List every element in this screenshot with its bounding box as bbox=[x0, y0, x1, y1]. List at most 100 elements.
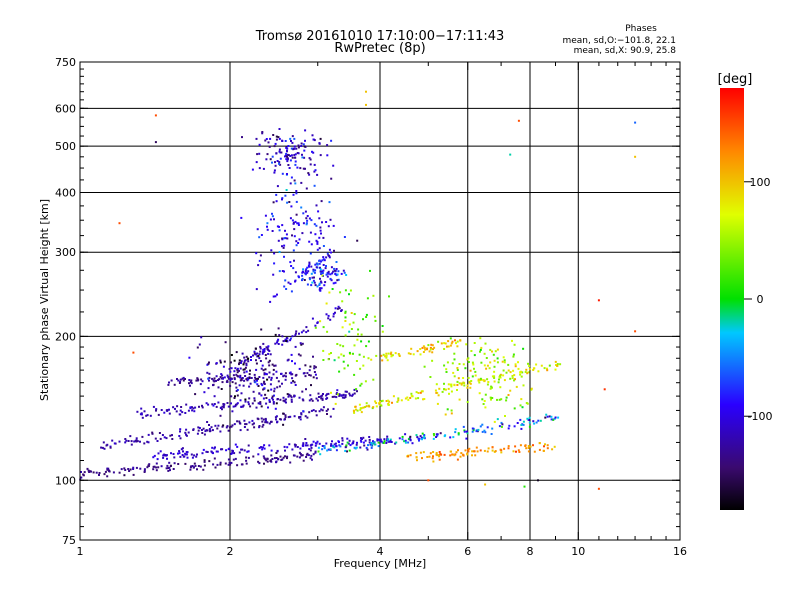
data-point bbox=[348, 293, 350, 296]
data-point bbox=[382, 442, 385, 444]
data-point bbox=[496, 398, 498, 401]
data-point bbox=[201, 404, 203, 407]
data-point bbox=[333, 446, 336, 449]
data-point bbox=[333, 267, 336, 270]
data-point bbox=[526, 402, 529, 405]
data-point bbox=[493, 375, 496, 378]
data-point bbox=[323, 445, 326, 448]
data-point bbox=[423, 346, 426, 349]
data-point bbox=[305, 217, 308, 220]
data-point bbox=[435, 391, 438, 394]
data-point bbox=[151, 432, 154, 435]
data-point bbox=[168, 412, 171, 415]
data-point bbox=[266, 347, 269, 349]
data-point bbox=[462, 381, 465, 384]
data-point bbox=[262, 369, 265, 372]
data-point bbox=[172, 406, 175, 409]
data-point bbox=[132, 468, 135, 470]
x-tick-label: 16 bbox=[673, 545, 687, 558]
data-point bbox=[432, 451, 435, 453]
data-point bbox=[238, 363, 240, 366]
data-point bbox=[329, 318, 332, 321]
data-point bbox=[351, 394, 354, 397]
data-point bbox=[275, 152, 278, 155]
data-point bbox=[273, 457, 276, 460]
data-point bbox=[520, 375, 523, 378]
data-point bbox=[319, 226, 322, 229]
data-point bbox=[281, 237, 284, 240]
data-point bbox=[305, 268, 308, 271]
data-point bbox=[407, 352, 410, 355]
data-point bbox=[358, 353, 361, 356]
data-point bbox=[522, 347, 525, 350]
data-point bbox=[271, 458, 274, 460]
data-point bbox=[410, 392, 413, 395]
data-point bbox=[328, 248, 331, 251]
data-point bbox=[249, 369, 251, 372]
data-point bbox=[546, 444, 549, 447]
data-point bbox=[327, 408, 329, 411]
data-point bbox=[466, 432, 469, 435]
data-point bbox=[391, 354, 394, 357]
data-point bbox=[268, 400, 271, 403]
data-point bbox=[215, 450, 218, 453]
data-point bbox=[304, 375, 307, 378]
data-point bbox=[291, 141, 294, 144]
data-point bbox=[344, 394, 347, 397]
data-point bbox=[409, 454, 412, 457]
data-point bbox=[308, 173, 311, 176]
data-point bbox=[154, 114, 157, 117]
data-point bbox=[285, 375, 287, 378]
data-point bbox=[185, 433, 187, 436]
data-point bbox=[162, 456, 165, 459]
data-point bbox=[179, 437, 182, 440]
data-point bbox=[212, 384, 214, 387]
data-point bbox=[479, 337, 482, 340]
data-point bbox=[296, 455, 299, 458]
data-point bbox=[494, 450, 497, 453]
data-point bbox=[503, 447, 506, 450]
y-tick-label: 750 bbox=[55, 56, 76, 69]
y-tick-label: 200 bbox=[55, 330, 76, 343]
data-point bbox=[502, 369, 505, 372]
data-point bbox=[227, 463, 230, 466]
data-point bbox=[271, 397, 274, 400]
data-point bbox=[308, 217, 311, 220]
data-point bbox=[148, 463, 151, 466]
data-point bbox=[471, 427, 474, 430]
data-point bbox=[472, 429, 475, 432]
data-point bbox=[313, 170, 316, 173]
data-point bbox=[105, 444, 108, 447]
data-point bbox=[292, 267, 295, 270]
data-point bbox=[282, 423, 285, 426]
data-point bbox=[298, 367, 301, 370]
data-point bbox=[299, 167, 302, 170]
data-point bbox=[282, 340, 285, 343]
data-point bbox=[484, 431, 487, 434]
data-point bbox=[419, 353, 422, 356]
data-point bbox=[318, 282, 321, 285]
data-point bbox=[309, 163, 312, 166]
data-point bbox=[304, 167, 306, 170]
data-point bbox=[450, 342, 453, 345]
data-point bbox=[490, 385, 493, 388]
data-point bbox=[456, 384, 459, 386]
data-point bbox=[250, 356, 252, 358]
data-point bbox=[260, 405, 263, 408]
data-point bbox=[205, 429, 208, 432]
data-point bbox=[229, 463, 232, 466]
data-point bbox=[271, 212, 273, 215]
data-point bbox=[234, 395, 236, 398]
data-point bbox=[415, 434, 418, 437]
data-point bbox=[217, 424, 220, 427]
data-point bbox=[311, 281, 314, 284]
data-point bbox=[436, 434, 439, 437]
data-point bbox=[401, 438, 404, 441]
data-point bbox=[353, 373, 356, 376]
data-point bbox=[173, 383, 176, 386]
data-point bbox=[423, 435, 426, 438]
data-point bbox=[385, 352, 388, 355]
data-point bbox=[211, 429, 214, 432]
data-point bbox=[444, 342, 447, 345]
data-point bbox=[329, 218, 332, 221]
